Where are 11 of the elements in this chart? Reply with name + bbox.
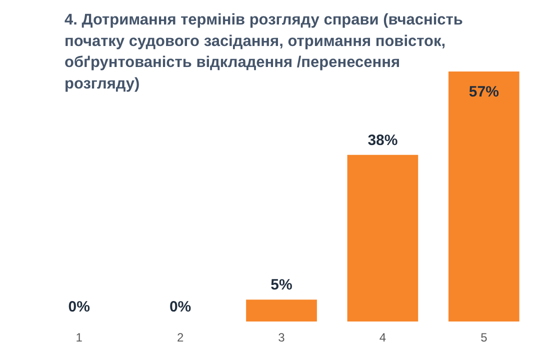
- data-label: 38%: [368, 132, 398, 149]
- x-tick-label: 1: [76, 330, 83, 344]
- x-tick-label: 5: [480, 330, 488, 344]
- data-label: 0%: [68, 298, 90, 316]
- chart-title: 4. Дотримання термінів розгляду справи (вчасність початку судового засідання, отримання повісток, обґрунтованість відкладення /перенесення розгляду): [64, 12, 463, 92]
- x-tick-label: 4: [379, 330, 386, 344]
- x-tick-label: 3: [278, 330, 286, 344]
- data-label: 0%: [169, 298, 192, 316]
- x-tick-label: 2: [176, 330, 184, 344]
- data-label: 57%: [468, 84, 499, 100]
- data-label: 5%: [270, 276, 292, 294]
